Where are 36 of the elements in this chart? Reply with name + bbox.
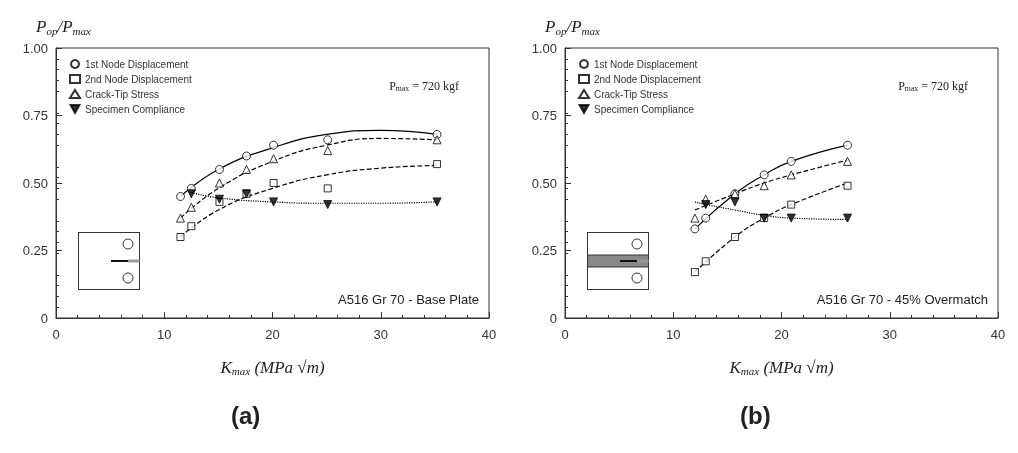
y-tick-label: 0.75 (22, 108, 48, 123)
legend-label: Specimen Compliance (594, 103, 695, 115)
legend-label: Crack-Tip Stress (85, 88, 160, 100)
text: (b) (740, 401, 771, 429)
legend-label: 1st Node Displacement (85, 58, 189, 70)
x-tick-label: 0 (52, 327, 60, 342)
text: (a) (231, 401, 261, 429)
legend-label: Specimen Compliance (85, 103, 186, 115)
y-tick-label: 1.00 (531, 40, 557, 56)
y-axis-title: Pop/Pmax (35, 17, 92, 37)
x-tick-label: 30 (882, 327, 897, 342)
legend-label: Crack-Tip Stress (594, 88, 669, 100)
x-tick-label: 20 (774, 327, 789, 342)
annotation: A516 Gr 70 - 45% Overmatch (816, 292, 989, 307)
x-tick-label: 0 (561, 327, 569, 342)
y-tick-label: 0.75 (531, 108, 557, 123)
y-tick-label: 0 (549, 310, 557, 326)
x-tick-label: 10 (666, 327, 681, 342)
y-tick-label: 0.50 (22, 175, 48, 191)
y-tick-label: 0 (40, 310, 48, 326)
y-axis-title: Pop/Pmax (544, 17, 601, 37)
x-axis-title: Kmax (MPa √m) (728, 357, 834, 378)
annotation: A516 Gr 70 - Base Plate (338, 292, 480, 307)
x-tick-label: 40 (990, 327, 1006, 342)
x-tick-label: 30 (373, 327, 388, 342)
y-tick-label: 0.50 (531, 175, 557, 191)
y-tick-label: 1.00 (22, 40, 48, 56)
x-axis-title: Kmax (MPa √m) (219, 357, 325, 378)
legend-label: 1st Node Displacement (594, 58, 698, 70)
x-tick-label: 40 (481, 327, 497, 342)
legend-label: 2nd Node Displacement (594, 73, 701, 85)
y-tick-label: 0.25 (22, 243, 48, 258)
x-tick-label: 20 (265, 327, 280, 342)
legend-label: 2nd Node Displacement (85, 73, 192, 85)
x-tick-label: 10 (157, 327, 172, 342)
y-tick-label: 0.25 (531, 243, 557, 258)
